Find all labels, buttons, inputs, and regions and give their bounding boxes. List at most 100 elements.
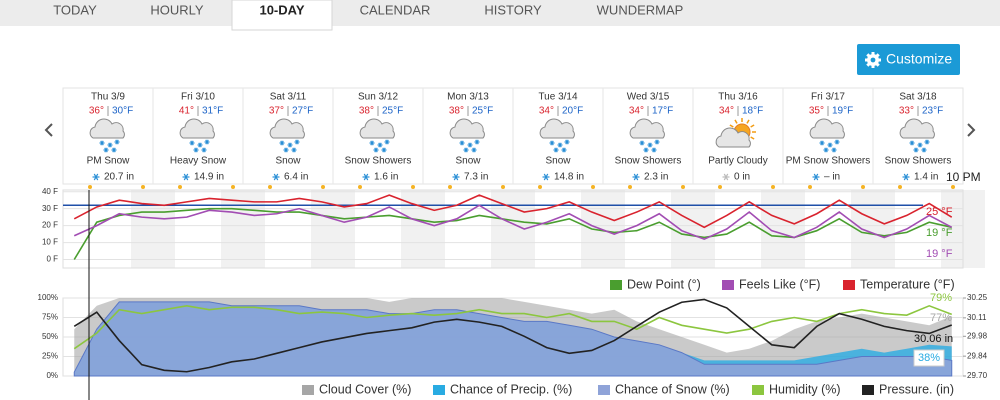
day-high: 37°	[269, 106, 284, 117]
day-date: Wed 3/15	[627, 92, 670, 103]
sunset-dot	[231, 185, 235, 189]
day-condition: PM Snow	[87, 156, 131, 167]
snowflake-icon	[542, 173, 550, 181]
legend-swatch	[862, 385, 874, 395]
night-band	[131, 190, 175, 268]
tab[interactable]: HOURLY	[150, 2, 204, 17]
snowflake-icon	[834, 139, 840, 145]
flake-stroke	[190, 140, 194, 146]
end-label: 77%	[930, 312, 952, 324]
day-low: 30°F	[112, 106, 133, 117]
snowflake-icon	[452, 173, 460, 181]
day-precip: 20.7 in	[104, 172, 134, 183]
flake-stroke	[922, 147, 926, 153]
day-precip: – in	[824, 172, 840, 183]
cloud-shape	[179, 118, 215, 139]
tab[interactable]: HISTORY	[484, 2, 542, 17]
sunrise-dot	[718, 185, 722, 189]
legend-swatch	[302, 385, 314, 395]
time-label: 10 PM	[946, 170, 981, 184]
flake-stroke	[460, 140, 464, 146]
flake-stroke	[468, 142, 472, 148]
flake-stroke	[644, 147, 648, 153]
day-condition: Snow	[455, 156, 481, 167]
flake-stroke	[475, 139, 479, 145]
snowflake-icon	[362, 173, 370, 181]
cloud-icon	[449, 118, 485, 139]
sunset-dot	[411, 185, 415, 189]
day-date: Mon 3/13	[447, 92, 489, 103]
flake-stroke	[292, 147, 296, 153]
night-band	[761, 190, 805, 268]
flake-stroke	[633, 173, 639, 181]
flake-stroke	[565, 139, 569, 145]
humidity-line	[73, 304, 953, 350]
cloud-shape	[715, 127, 751, 148]
sunrise-dot	[358, 185, 362, 189]
flake-stroke	[280, 140, 284, 146]
cloud-icon	[539, 118, 575, 139]
sunset-dot	[501, 185, 505, 189]
y2-tick-label: 29.70	[967, 371, 988, 380]
flake-stroke	[835, 139, 839, 145]
day-high: 34°	[629, 106, 644, 117]
temperature-chart: 40 F 30 F 20 F 10 F 0 F 19 °F 19 °F 25 °F Dew Po…	[42, 187, 985, 291]
day-precip: 7.3 in	[464, 172, 488, 183]
flake-stroke	[820, 140, 824, 146]
legend-label: Temperature (°F)	[860, 277, 955, 291]
snowflake-icon	[107, 142, 113, 148]
y-tick-label: 30 F	[42, 204, 58, 213]
night-band	[311, 190, 355, 268]
flake-stroke	[202, 147, 206, 153]
y-tick-label: 40 F	[42, 187, 58, 196]
button-label[interactable]: Customize	[886, 51, 952, 67]
next-arrow[interactable]	[967, 123, 976, 137]
active-tab	[231, 0, 333, 31]
temp-line	[73, 207, 952, 260]
snowflake-icon	[103, 147, 109, 153]
day-low: 19°F	[832, 106, 853, 117]
day-high: 33°	[899, 106, 914, 117]
snowflake-icon	[831, 147, 837, 153]
day-date: Fri 3/10	[181, 92, 215, 103]
night-band	[671, 190, 715, 268]
snowflake-icon	[283, 147, 289, 153]
snowflake-icon	[913, 147, 919, 153]
sun-ray	[729, 124, 734, 128]
snowflake-icon	[204, 139, 210, 145]
snowflake-icon	[384, 139, 390, 145]
snowflake-icon	[272, 173, 280, 181]
customize-button[interactable]: Customize	[857, 44, 960, 75]
button-bg[interactable]	[857, 44, 960, 75]
prev-arrow[interactable]	[44, 123, 53, 137]
flake-stroke	[640, 140, 644, 146]
flake-stroke	[295, 139, 299, 145]
tab[interactable]: 10-DAY	[259, 2, 304, 17]
day-low: 23°F	[922, 106, 943, 117]
y-tick-label: 20 F	[42, 221, 58, 230]
day-low: 18°F	[742, 106, 763, 117]
tab[interactable]: TODAY	[53, 2, 97, 17]
day-precip: 1.6 in	[374, 172, 398, 183]
tab[interactable]: WUNDERMAP	[597, 2, 684, 17]
tab-bar	[0, 0, 1000, 26]
sunset-dot	[141, 185, 145, 189]
flake-stroke	[112, 147, 116, 153]
legend-label: Chance of Snow (%)	[615, 382, 730, 396]
tab[interactable]: CALENDAR	[360, 2, 431, 17]
flake-stroke	[824, 147, 828, 153]
flake-stroke	[655, 139, 659, 145]
flake-stroke	[832, 147, 836, 153]
snowflake-icon	[819, 140, 825, 146]
plot-frame	[62, 189, 964, 269]
cloud-shape	[539, 118, 575, 139]
temp-line	[73, 204, 953, 241]
day-date: Sat 3/18	[899, 92, 937, 103]
snowflake-icon	[369, 140, 375, 146]
tabs: TODAY HOURLY 10-DAY CALENDAR HISTORY WUNDERMA…	[53, 0, 684, 31]
cloud-shape	[899, 118, 935, 139]
sunset-dot	[771, 185, 775, 189]
day-precip: 14.8 in	[554, 172, 584, 183]
sunrise-dot	[448, 185, 452, 189]
